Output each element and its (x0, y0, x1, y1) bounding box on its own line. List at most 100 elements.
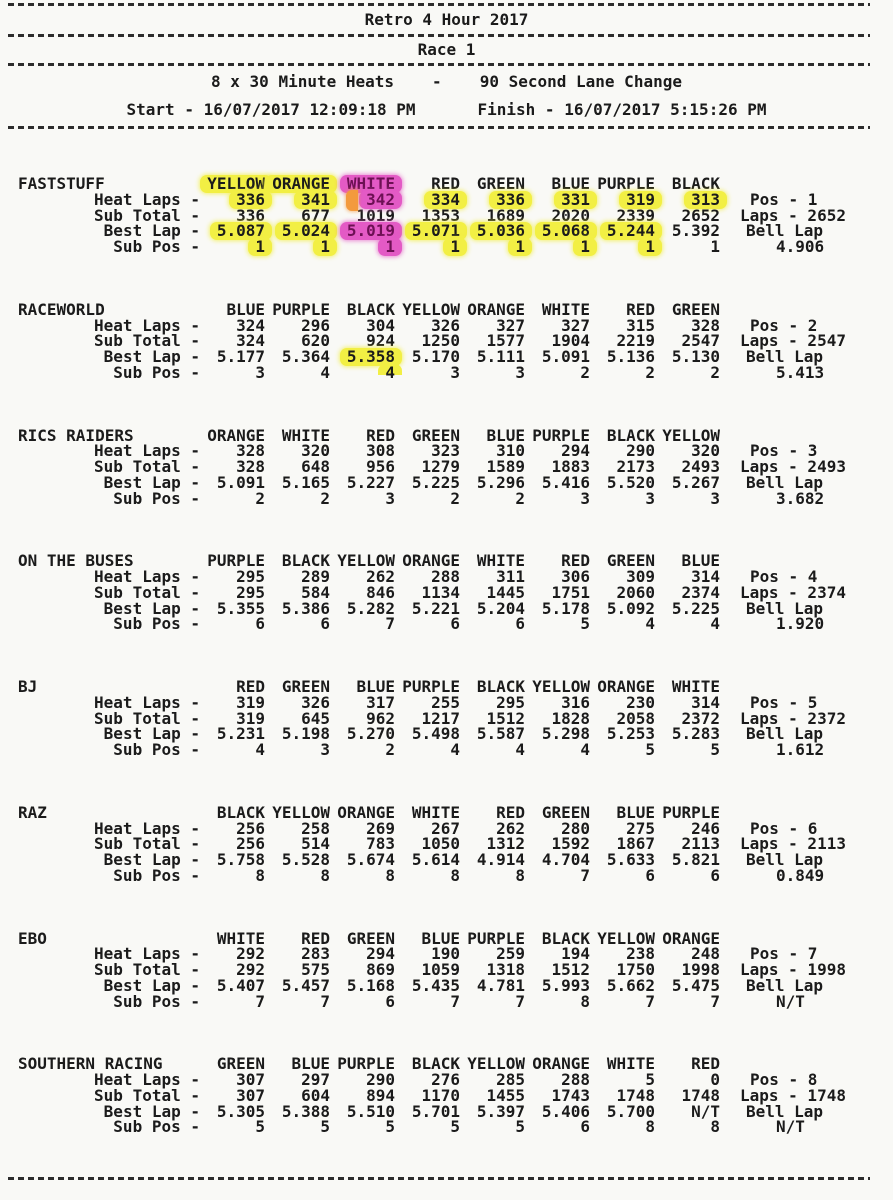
lane-header-cell: RED (330, 427, 395, 444)
best-lap-value-cell: 5.231 (200, 726, 265, 742)
lane-header-cell: YELLOW (460, 1056, 525, 1072)
heat-laps-value-cell: 341 (265, 190, 337, 209)
best-lap-value: 5.388 (281, 1101, 330, 1121)
heat-laps-value-cell: 194 (525, 946, 590, 962)
lane-header: RED (431, 174, 460, 193)
bell-lap-value: 3.682 (776, 488, 825, 508)
bell-lap-value: N/T (776, 991, 805, 1011)
lane-header: BLUE (681, 551, 720, 571)
lane-header-cell: WHITE (460, 553, 525, 569)
bell-lap-label: Bell Lap (746, 850, 824, 869)
best-lap-value: 5.282 (346, 598, 395, 618)
row-label: Heat Laps - (94, 1070, 200, 1089)
sub-pos-value-cell: 6 (460, 616, 525, 632)
format-line: 8 x 30 Minute Heats - 90 Second Lane Cha… (0, 74, 893, 90)
heat-laps-value: 320 (301, 441, 330, 461)
row-label: Heat Laps - (94, 189, 200, 209)
sub-pos-value-cell: 2 (525, 362, 590, 382)
sub-total-value: 319 (236, 708, 265, 728)
sub-pos-value-cell: 5 (655, 742, 720, 758)
best-lap-value-cell: 5.355 (200, 600, 265, 617)
laps-total-label: Laps - 2547 (740, 331, 846, 351)
sub-total-value: 962 (366, 708, 395, 728)
best-lap-value: 5.758 (216, 850, 265, 869)
sub-total-value-cell: 1279 (395, 459, 460, 475)
sub-pos-value: 5 (580, 614, 590, 634)
lane-header: ORANGE (532, 1054, 590, 1074)
sub-pos-row: Sub Pos - 4 3 2 4 4 4 5 5 1.612 (0, 742, 893, 758)
times-line: Start - 16/07/2017 12:09:18 PM Finish - … (0, 102, 893, 118)
sub-pos-value: 5 (385, 1117, 395, 1137)
lane-header-cell: WHITE (395, 804, 460, 821)
row-label: Best Lap - (103, 221, 200, 241)
sub-pos-value-cell: 8 (330, 867, 395, 884)
heat-laps-value-cell: 285 (460, 1072, 525, 1088)
sub-total-value-cell: 846 (330, 584, 395, 601)
lane-header: YELLOW (200, 175, 272, 193)
lane-header-cell: RED (590, 301, 655, 318)
team-block: SOUTHERN RACING GREEN BLUE PURPLE BLACK YELLO… (0, 1056, 893, 1135)
heat-laps-value: 313 (684, 190, 727, 209)
sub-total-value: 648 (301, 457, 330, 476)
best-lap-value-cell: 5.993 (525, 977, 590, 994)
row-label: Best Lap - (103, 347, 200, 366)
lane-header: YELLOW (597, 928, 655, 948)
sub-total-value-cell: 1743 (525, 1087, 590, 1104)
sub-total-value-cell: 328 (200, 459, 265, 475)
lane-header: PURPLE (272, 299, 330, 319)
sub-total-value-cell: 336 (200, 207, 265, 224)
sub-pos-value: 5 (450, 1117, 460, 1137)
heat-laps-value-cell: 319 (200, 694, 265, 711)
heat-laps-value-cell: 0 (655, 1072, 720, 1088)
heat-laps-value-cell: 230 (590, 694, 655, 711)
sub-total-value: 307 (236, 1085, 265, 1105)
team-block: BJ RED GREEN BLUE PURPLE BLACK YELLOW ORANGE WHI… (0, 679, 893, 758)
lane-header: BLUE (551, 174, 590, 193)
lane-header-cell: ORANGE (655, 930, 720, 947)
lane-header-cell: BLUE (200, 301, 265, 318)
sub-pos-value-cell: 1 (655, 239, 720, 255)
row-label: Best Lap - (103, 975, 200, 995)
sub-pos-value: 4 (645, 614, 655, 634)
lane-header-cell: YELLOW (655, 427, 720, 444)
best-lap-value-cell: 5.270 (330, 726, 395, 742)
heat-laps-value-cell: 326 (265, 694, 330, 711)
lane-header: GREEN (606, 551, 655, 571)
sub-total-value-cell: 924 (330, 333, 395, 349)
best-lap-value-cell: 5.092 (590, 600, 655, 617)
heat-laps-value-cell: 317 (330, 694, 395, 711)
lane-header-cell: WHITE (330, 175, 402, 193)
heat-laps-value: 267 (431, 818, 460, 838)
sub-pos-value: 3 (645, 488, 655, 508)
sub-pos-value: 2 (580, 362, 590, 382)
best-lap-value-cell: 5.388 (265, 1101, 330, 1121)
sub-total-value: 2547 (681, 331, 720, 351)
heat-laps-value-cell: 320 (265, 443, 330, 459)
lane-header: YELLOW (402, 299, 460, 319)
lane-header: GREEN (411, 425, 460, 445)
best-lap-value-cell: 5.091 (200, 474, 265, 491)
sub-total-value-cell: 1353 (395, 207, 460, 224)
best-lap-value-cell: 5.701 (395, 1103, 460, 1120)
sub-total-value-cell: 2652 (655, 207, 720, 224)
heat-laps-value-cell: 308 (330, 443, 395, 459)
sub-total-value-cell: 324 (200, 333, 265, 349)
lane-header-cell: BLUE (460, 427, 525, 444)
heat-laps-row: Heat Laps - 292 283 294 190 259 194 238 248 Pos -… (0, 946, 893, 962)
sub-total-value: 1455 (486, 1085, 525, 1105)
row-label: Sub Total - (94, 834, 200, 854)
sub-pos-value: 8 (255, 865, 265, 885)
heat-laps-value-cell: 262 (330, 569, 395, 585)
lane-header-cell: PURPLE (200, 553, 265, 569)
sub-pos-value: 8 (320, 865, 330, 885)
sub-total-value-cell: 2374 (655, 584, 720, 601)
sub-total-value-cell: 514 (265, 836, 330, 852)
sub-total-value: 1689 (486, 205, 525, 225)
lane-header: BLUE (421, 928, 460, 948)
sub-pos-value-cell: 7 (395, 993, 460, 1010)
best-lap-value: 5.071 (404, 222, 467, 240)
row-label: Sub Total - (94, 457, 200, 476)
best-lap-value: 5.091 (541, 347, 590, 366)
heat-laps-value-cell: 258 (265, 820, 330, 837)
lane-header-cell: BLACK (265, 553, 330, 569)
